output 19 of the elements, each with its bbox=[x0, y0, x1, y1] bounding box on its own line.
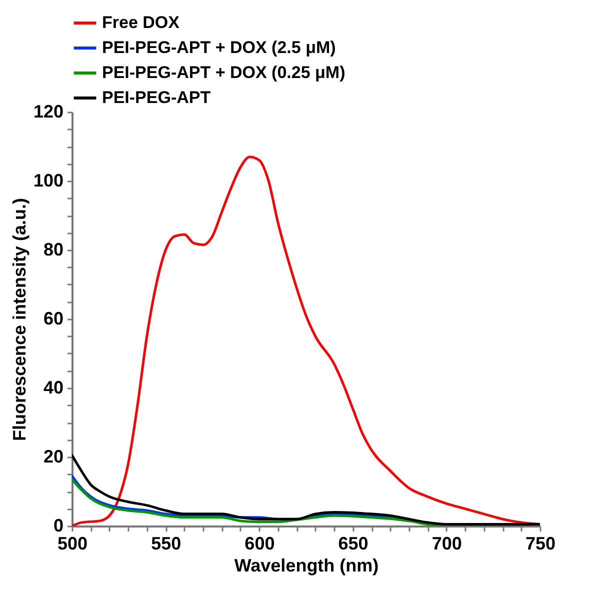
y-tick-label: 60 bbox=[43, 308, 64, 328]
x-tick-label: 600 bbox=[244, 534, 275, 554]
y-tick-label: 0 bbox=[53, 516, 64, 536]
x-tick-label: 750 bbox=[525, 534, 556, 554]
legend-label: Free DOX bbox=[102, 13, 180, 32]
x-tick-label: 650 bbox=[338, 534, 368, 554]
x-tick-label: 550 bbox=[151, 534, 182, 554]
legend-label: PEI-PEG-APT + DOX (2.5 μM) bbox=[102, 38, 336, 57]
y-tick-label: 120 bbox=[33, 102, 64, 122]
y-tick-label: 100 bbox=[33, 170, 64, 190]
y-tick-label: 80 bbox=[43, 240, 64, 260]
legend-label: PEI-PEG-APT + DOX (0.25 μM) bbox=[102, 63, 346, 82]
y-tick-label: 40 bbox=[43, 378, 64, 398]
y-tick-label: 20 bbox=[43, 446, 64, 466]
x-axis-title: Wavelength (nm) bbox=[234, 556, 379, 576]
y-axis-title: Fluorescence intensity (a.u.) bbox=[9, 198, 30, 442]
x-tick-label: 700 bbox=[432, 534, 462, 554]
legend-label: PEI-PEG-APT bbox=[102, 88, 212, 107]
x-tick-label: 500 bbox=[57, 534, 88, 554]
